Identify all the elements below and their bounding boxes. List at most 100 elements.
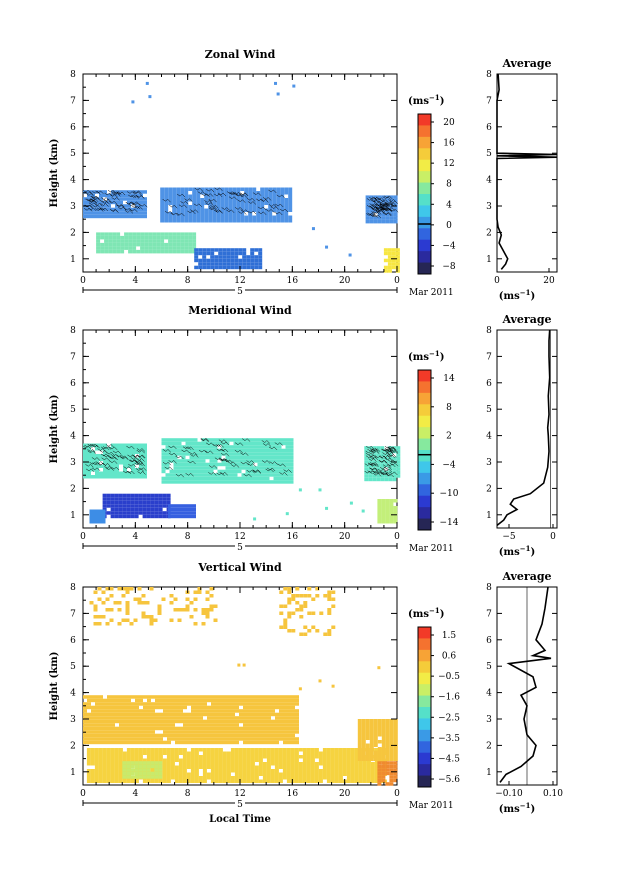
- heatmap-cell: [357, 736, 362, 740]
- heatmap-cell: [186, 758, 191, 762]
- heatmap-cell: [172, 242, 177, 247]
- heatmap-cell: [175, 702, 179, 706]
- heatmap-cell: [276, 212, 281, 216]
- heatmap-cell: [322, 755, 327, 759]
- heatmap-cell: [172, 235, 177, 240]
- heatmap-cell: [295, 601, 300, 605]
- heatmap-cell: [107, 207, 111, 212]
- heatmap-cell: [107, 737, 111, 741]
- heatmap-cell: [111, 207, 115, 212]
- heatmap-cell: [385, 212, 390, 217]
- heatmap-cell: [389, 754, 394, 758]
- heatmap-cell: [204, 194, 209, 198]
- heatmap-cell: [132, 242, 137, 247]
- heatmap-cell: [322, 772, 327, 776]
- heatmap-cell: [279, 625, 284, 629]
- heatmap-cell: [238, 772, 243, 776]
- heatmap-cell: [369, 729, 374, 733]
- heatmap-cell: [260, 219, 265, 223]
- heatmap-cell: [125, 608, 130, 612]
- heatmap-cell: [175, 719, 179, 724]
- heatmap-cell: [177, 618, 182, 622]
- heatmap-cell: [225, 452, 230, 456]
- heatmap-cell: [169, 455, 174, 460]
- heatmap-cell: [241, 480, 246, 484]
- heatmap-cell: [115, 705, 119, 710]
- heatmap-cell: [108, 242, 113, 247]
- y-tick-label: 6: [70, 636, 76, 646]
- heatmap-cell: [176, 239, 181, 243]
- heatmap-cell: [106, 762, 111, 766]
- heatmap-cell: [131, 705, 135, 710]
- heatmap-cell: [197, 459, 202, 463]
- heatmap-cell: [115, 193, 119, 198]
- heatmap-cell: [267, 719, 271, 724]
- heatmap-cell: [243, 709, 247, 713]
- heatmap-cell: [231, 705, 235, 710]
- heatmap-cell: [250, 772, 255, 776]
- heatmap-cell: [139, 702, 143, 706]
- heatmap-cell: [158, 504, 163, 508]
- heatmap-cell: [154, 493, 159, 498]
- heatmap-cell: [130, 507, 135, 512]
- heatmap-cell: [172, 212, 177, 216]
- heatmap-cell: [393, 726, 398, 730]
- colorbar-frame: [417, 369, 432, 531]
- heatmap-cell: [322, 762, 327, 766]
- heatmap-cell: [197, 473, 202, 477]
- heatmap-cell: [135, 193, 139, 198]
- heatmap-cell: [214, 748, 219, 752]
- heatmap-cell: [393, 719, 398, 723]
- heatmap-cell: [154, 779, 159, 783]
- heatmap-cell: [285, 438, 290, 442]
- heatmap-cell: [294, 751, 299, 755]
- heatmap-cell: [127, 730, 131, 734]
- heatmap-region: [122, 761, 163, 779]
- heatmap-cell: [295, 587, 300, 591]
- heatmap-cell: [235, 709, 239, 713]
- heatmap-cell: [383, 265, 388, 270]
- heatmap-cell: [211, 730, 215, 734]
- heatmap-cell: [272, 198, 277, 202]
- heatmap-cell: [119, 197, 123, 201]
- heatmap-cell: [132, 235, 137, 240]
- heatmap-cell: [233, 459, 238, 463]
- heatmap-cell: [115, 709, 119, 713]
- heatmap-cell: [254, 255, 259, 259]
- heatmap-cell: [251, 730, 255, 734]
- heatmap-cell: [290, 765, 295, 769]
- heatmap-cell: [102, 493, 107, 498]
- heatmap-cell: [119, 471, 123, 475]
- average-unit-close: ): [530, 291, 535, 302]
- average-unit-exponent: −1: [520, 544, 531, 553]
- heatmap-cell: [251, 737, 255, 741]
- heatmap-cell: [326, 758, 331, 762]
- heatmap-cell: [95, 726, 99, 731]
- heatmap-cell: [173, 445, 178, 449]
- heatmap-cell: [126, 511, 131, 515]
- heatmap-cell: [127, 737, 131, 741]
- heatmap-cell: [103, 740, 107, 745]
- heatmap-cell: [385, 722, 390, 726]
- heatmap-cell: [258, 748, 263, 752]
- heatmap-cell: [193, 597, 198, 601]
- heatmap-cell: [205, 590, 210, 594]
- heatmap-cell: [242, 258, 247, 263]
- avg-y-tick-label: 4: [486, 176, 492, 186]
- heatmap-cell: [376, 446, 381, 450]
- heatmap-cell: [188, 239, 193, 243]
- heatmap-cell: [257, 452, 262, 456]
- heatmap-cell: [168, 215, 173, 219]
- heatmap-cell: [139, 200, 143, 205]
- colorbar-unit-exponent: −1: [429, 349, 440, 358]
- heatmap-cell: [264, 191, 269, 195]
- heatmap-cell: [83, 709, 87, 713]
- heatmap-cell: [83, 740, 87, 745]
- heatmap-cell: [219, 719, 223, 724]
- heatmap-cell: [219, 705, 223, 710]
- heatmap-cell: [285, 455, 290, 460]
- heatmap-cell: [271, 719, 275, 724]
- heatmap-cell: [96, 239, 101, 243]
- heatmap-cell: [186, 751, 191, 755]
- heatmap-cell: [268, 194, 273, 198]
